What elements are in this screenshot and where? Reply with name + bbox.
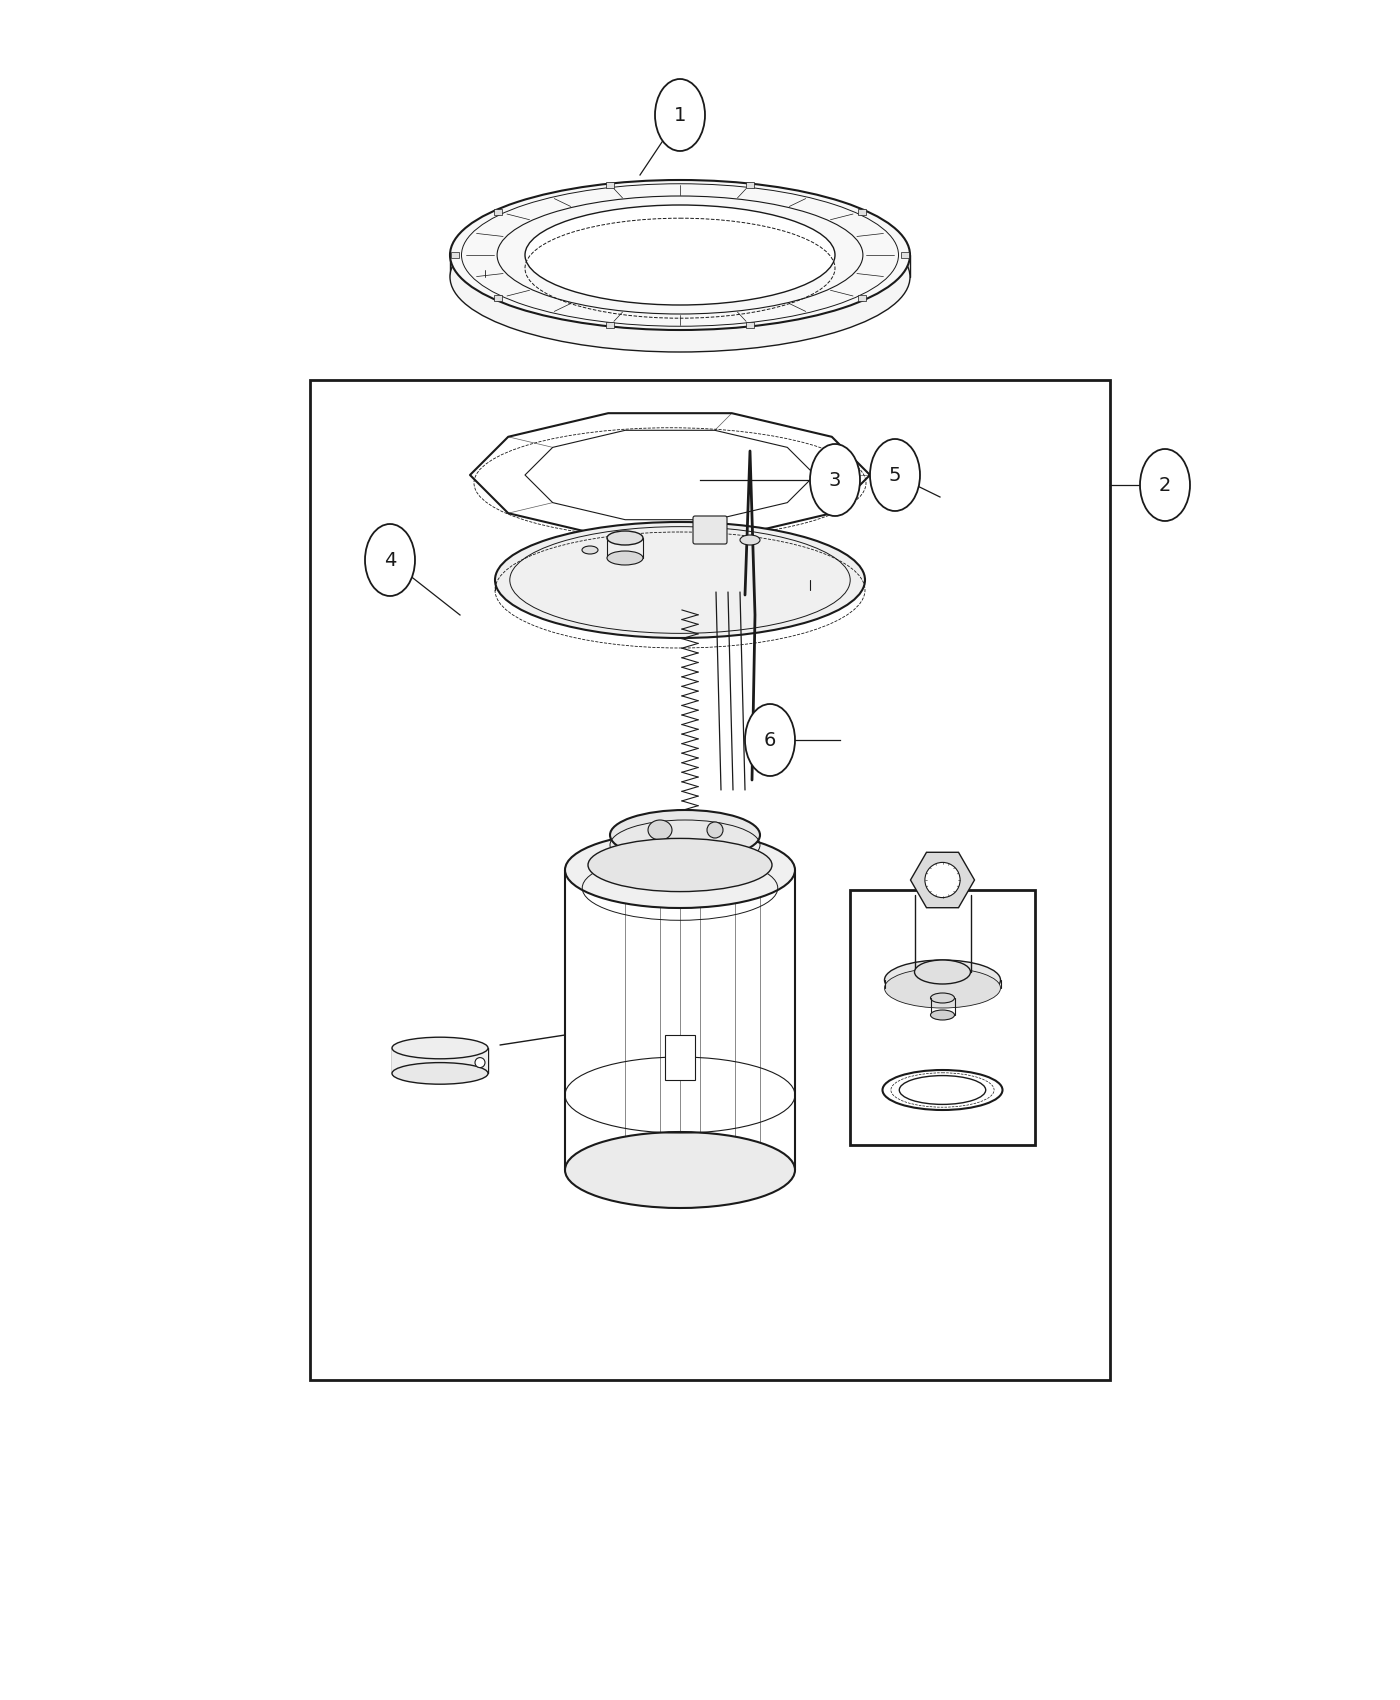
Ellipse shape — [885, 960, 1001, 1000]
Ellipse shape — [655, 78, 706, 151]
Ellipse shape — [392, 1062, 489, 1085]
Ellipse shape — [608, 530, 643, 546]
Ellipse shape — [869, 439, 920, 512]
Bar — [850, 891, 1035, 1146]
Ellipse shape — [610, 809, 760, 860]
Ellipse shape — [566, 831, 795, 908]
Bar — [746, 182, 753, 189]
Ellipse shape — [914, 960, 970, 984]
Ellipse shape — [588, 838, 771, 891]
Ellipse shape — [449, 202, 910, 352]
Ellipse shape — [566, 1132, 795, 1209]
Bar — [746, 321, 753, 328]
Ellipse shape — [925, 862, 960, 898]
FancyBboxPatch shape — [392, 1047, 489, 1074]
Ellipse shape — [525, 206, 834, 304]
Bar — [858, 209, 867, 214]
Ellipse shape — [745, 704, 795, 775]
Ellipse shape — [707, 823, 722, 838]
Text: 1: 1 — [673, 105, 686, 124]
Ellipse shape — [1140, 449, 1190, 520]
Ellipse shape — [741, 536, 760, 546]
Text: 6: 6 — [764, 731, 776, 750]
Ellipse shape — [885, 967, 1001, 1008]
Ellipse shape — [475, 1057, 484, 1068]
Ellipse shape — [648, 819, 672, 840]
Ellipse shape — [931, 993, 955, 1003]
Bar — [494, 296, 501, 301]
Bar — [902, 252, 910, 258]
Ellipse shape — [608, 551, 643, 564]
Text: 3: 3 — [829, 471, 841, 490]
Ellipse shape — [582, 546, 598, 554]
Ellipse shape — [392, 1037, 489, 1059]
Ellipse shape — [496, 522, 865, 638]
Ellipse shape — [449, 180, 910, 330]
Text: 4: 4 — [384, 551, 396, 570]
Bar — [858, 296, 867, 301]
Bar — [665, 1035, 694, 1080]
Text: 2: 2 — [1159, 476, 1172, 495]
FancyBboxPatch shape — [693, 517, 727, 544]
Bar — [606, 321, 615, 328]
Bar — [494, 209, 501, 214]
Text: 5: 5 — [889, 466, 902, 484]
Bar — [606, 182, 615, 189]
Ellipse shape — [811, 444, 860, 517]
Bar — [309, 381, 1110, 1380]
Ellipse shape — [931, 1010, 955, 1020]
Bar — [451, 252, 459, 258]
Ellipse shape — [365, 524, 414, 597]
